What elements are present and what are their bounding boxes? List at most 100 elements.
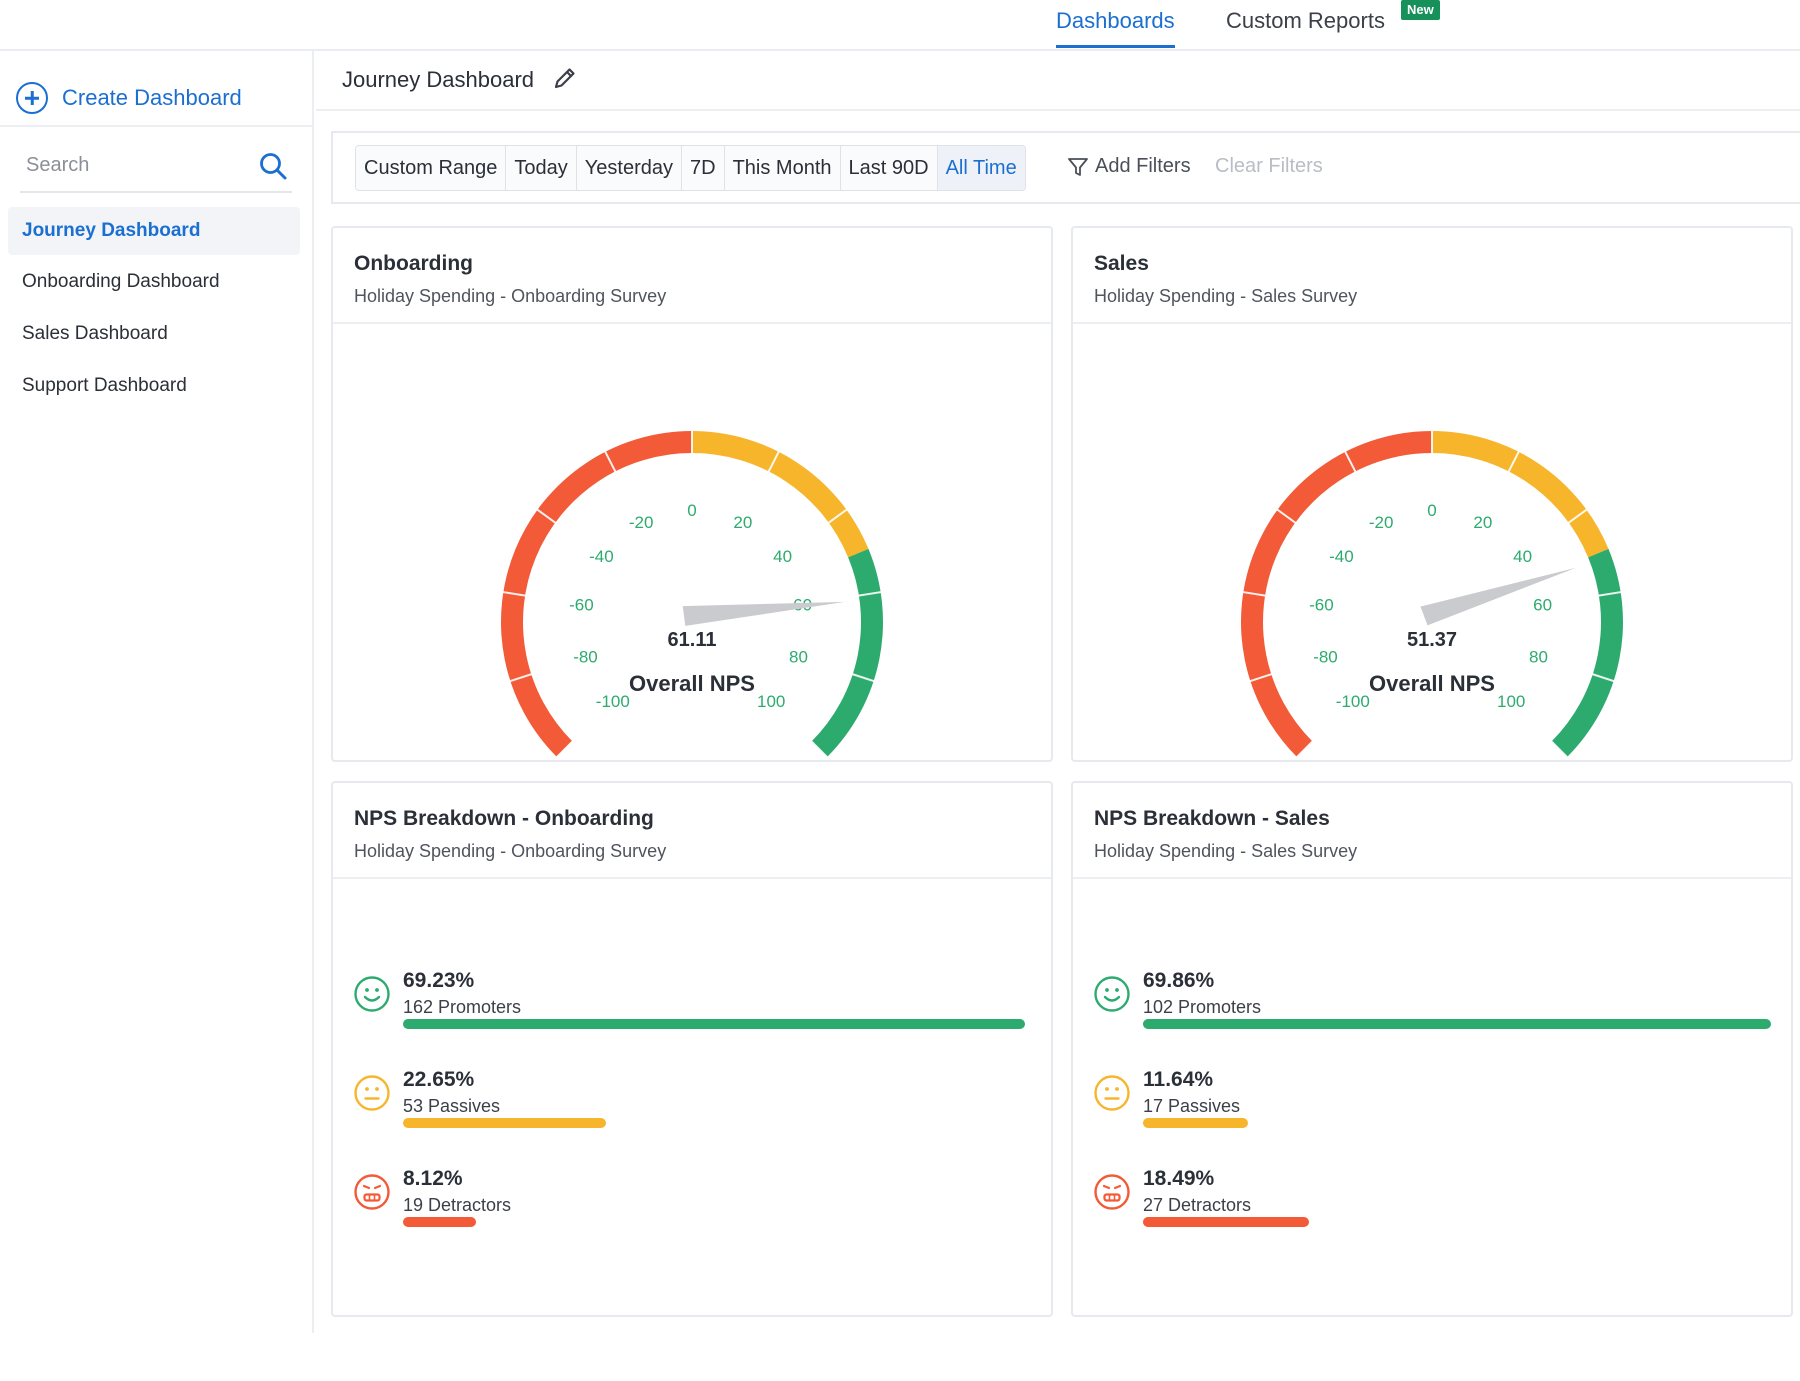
nps-row-passive: 22.65% 53 Passives: [353, 1068, 1033, 1148]
gauge-tick-label: 40: [773, 547, 792, 566]
sidebar-item-journey-dashboard[interactable]: Journey Dashboard: [8, 207, 300, 255]
angry-face-icon: [353, 1173, 391, 1211]
nps-count: 162 Promoters: [403, 997, 522, 1017]
gauge-tick-label: 40: [1513, 547, 1532, 566]
card-title: Sales: [1094, 252, 1149, 275]
gauge-tick: [1241, 590, 1272, 598]
gauge-value: 61.11: [667, 629, 717, 651]
range-all-time[interactable]: All Time: [937, 146, 1025, 190]
nps-percentage: 22.65%: [403, 1068, 475, 1091]
gauge-tick-label: -60: [1309, 595, 1334, 614]
card-subtitle: Holiday Spending - Sales Survey: [1094, 286, 1358, 306]
range-7d[interactable]: 7D: [682, 146, 725, 190]
gauge-band: [501, 431, 693, 758]
gauge-tick-label: -40: [1329, 547, 1354, 566]
card-title: Onboarding: [354, 252, 473, 275]
gauge-tick-label: 20: [1473, 513, 1492, 532]
nps-row-detractor: 18.49% 27 Detractors: [1093, 1167, 1773, 1247]
nps-count: 53 Passives: [403, 1096, 501, 1116]
nps-count: 102 Promoters: [1143, 997, 1262, 1017]
card-subtitle: Holiday Spending - Onboarding Survey: [354, 841, 667, 861]
sidebar-item-support-dashboard[interactable]: Support Dashboard: [22, 375, 187, 396]
smiley-face-icon: [353, 975, 391, 1013]
card-title: NPS Breakdown - Sales: [1094, 807, 1330, 830]
card-header: NPS Breakdown - Sales Holiday Spending -…: [1073, 783, 1791, 879]
range-custom-range[interactable]: Custom Range: [356, 146, 507, 190]
nps-gauge-card-sales: Sales Holiday Spending - Sales Survey -1…: [1071, 226, 1793, 762]
nps-row-detractor: 8.12% 19 Detractors: [353, 1167, 1033, 1247]
add-filters-label: Add Filters: [1095, 155, 1191, 177]
page-title: Journey Dashboard: [342, 67, 535, 92]
gauge-tick: [846, 671, 876, 683]
nps-count: 19 Detractors: [403, 1195, 512, 1215]
gauge-tick-label: -40: [589, 547, 614, 566]
nps-count: 17 Passives: [1143, 1096, 1241, 1116]
gauge-tick-label: -100: [1336, 692, 1370, 711]
search-icon[interactable]: [258, 151, 288, 181]
sidebar-item-onboarding-dashboard[interactable]: Onboarding Dashboard: [22, 271, 220, 292]
gauge-tick: [603, 449, 619, 478]
nps-bar: [403, 1217, 476, 1227]
clear-filters-button[interactable]: Clear Filters: [1215, 155, 1323, 177]
angry-face-icon: [1093, 1173, 1131, 1211]
nps-bar: [1143, 1217, 1309, 1227]
search-box: [20, 143, 292, 193]
gauge-band: [1431, 431, 1609, 558]
gauge-tick-label: 60: [1533, 595, 1552, 614]
range-this-month[interactable]: This Month: [724, 146, 841, 190]
gauge-needle: [682, 601, 845, 626]
gauge-band: [811, 548, 883, 758]
gauge-tick: [1586, 671, 1616, 683]
range-today[interactable]: Today: [506, 146, 577, 190]
gauge-tick: [1248, 671, 1278, 683]
gauge-tick: [554, 736, 578, 760]
filter-funnel-icon: [1068, 157, 1088, 176]
smiley-face-icon: [1093, 975, 1131, 1013]
tab-custom-reports[interactable]: Custom Reports: [1226, 8, 1385, 33]
gauge-tick-label: -20: [1369, 513, 1394, 532]
gauge-tick-label: 80: [789, 648, 808, 667]
gauge-tick: [1563, 507, 1589, 528]
nps-count: 27 Detractors: [1143, 1195, 1252, 1215]
nps-percentage: 8.12%: [403, 1167, 463, 1190]
plus-circle-icon: [16, 82, 48, 114]
add-filters-button[interactable]: Add Filters: [1067, 155, 1191, 178]
gauge-tick-label: -60: [569, 595, 594, 614]
top-navigation: Dashboards Custom Reports New: [0, 0, 1800, 51]
gauge-tick: [1275, 507, 1301, 528]
nps-percentage: 11.64%: [1143, 1068, 1214, 1091]
page-header: Journey Dashboard: [316, 51, 1800, 111]
neutral-face-icon: [353, 1074, 391, 1112]
range-yesterday[interactable]: Yesterday: [576, 146, 682, 190]
card-header: NPS Breakdown - Onboarding Holiday Spend…: [333, 783, 1051, 879]
gauge-tick: [1294, 736, 1318, 760]
create-dashboard-label: Create Dashboard: [62, 85, 242, 110]
tab-dashboards[interactable]: Dashboards: [1056, 6, 1175, 48]
sidebar-item-sales-dashboard[interactable]: Sales Dashboard: [22, 323, 168, 344]
new-badge: New: [1401, 0, 1440, 20]
gauge-tick-label: 20: [733, 513, 752, 532]
card-header: Sales Holiday Spending - Sales Survey: [1073, 228, 1791, 324]
gauge-tick: [852, 590, 883, 598]
nps-percentage: 69.86%: [1143, 969, 1215, 992]
pencil-edit-icon[interactable]: [552, 65, 578, 91]
nps-percentage: 69.23%: [403, 969, 475, 992]
card-header: Onboarding Holiday Spending - Onboarding…: [333, 228, 1051, 324]
gauge-tick: [1592, 590, 1623, 598]
gauge-band: [1241, 431, 1433, 758]
nps-breakdown-card-sales: NPS Breakdown - Sales Holiday Spending -…: [1071, 781, 1793, 1317]
gauge-tick: [765, 449, 781, 478]
nps-bar: [403, 1019, 1025, 1029]
search-input[interactable]: [20, 143, 240, 187]
gauge-tick: [1546, 736, 1570, 760]
gauge-label: Overall NPS: [629, 671, 755, 696]
create-dashboard-button[interactable]: Create Dashboard: [16, 75, 242, 121]
nps-percentage: 18.49%: [1143, 1167, 1215, 1190]
range-last-90d[interactable]: Last 90D: [840, 146, 938, 190]
sidebar-divider: [0, 125, 312, 127]
gauge-label: Overall NPS: [1369, 671, 1495, 696]
gauge-tick-label: -80: [1313, 648, 1338, 667]
gauge-tick-label: 0: [687, 501, 696, 520]
